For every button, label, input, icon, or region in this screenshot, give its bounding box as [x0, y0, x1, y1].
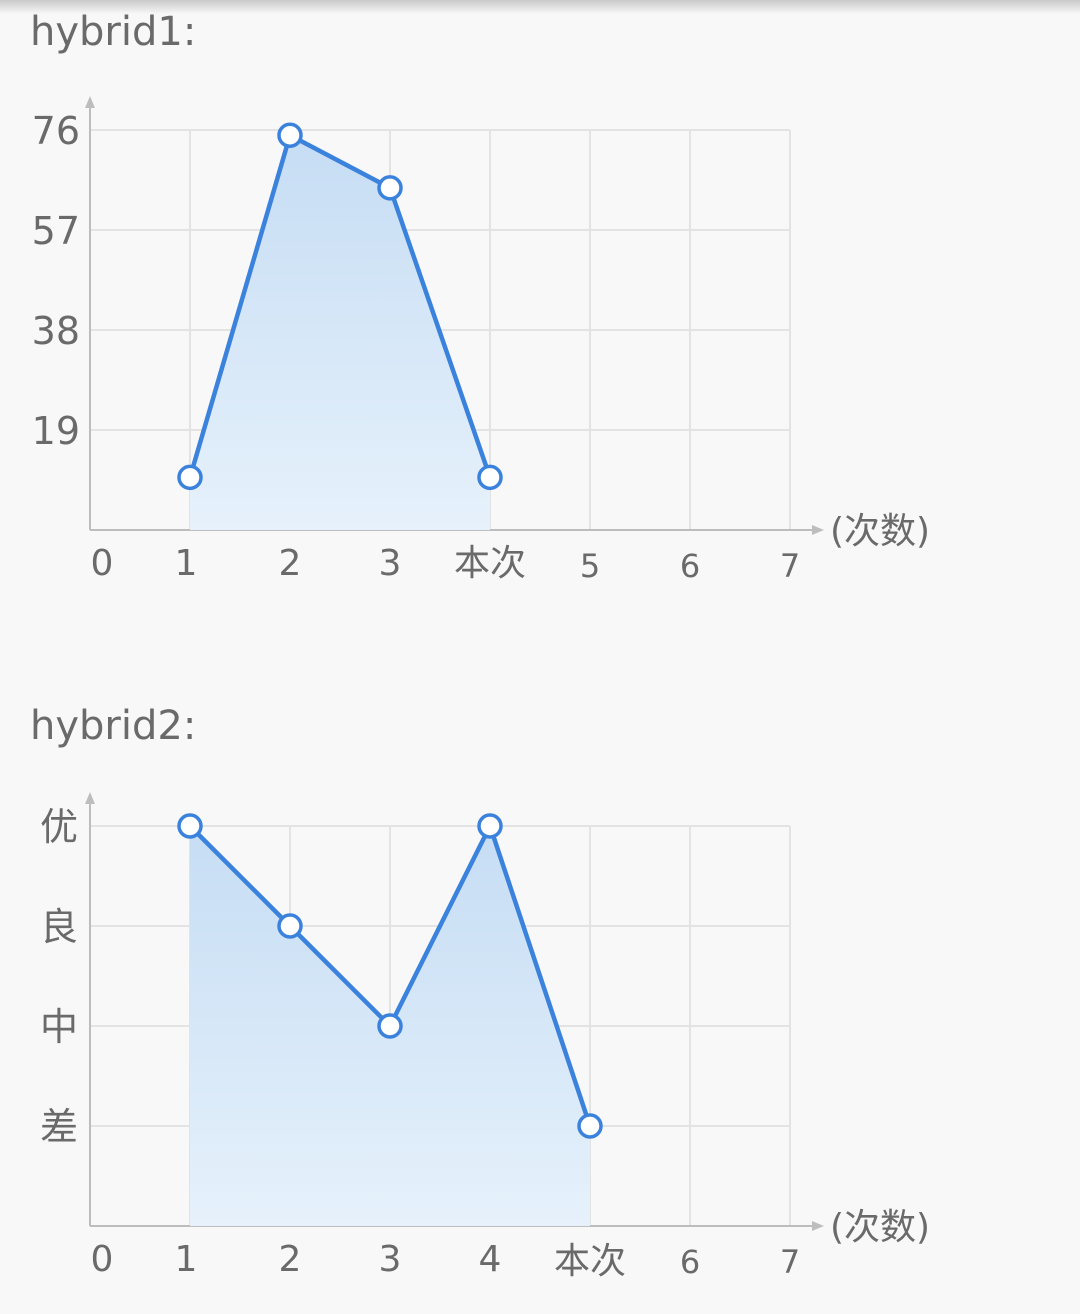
chart1-y-tick-label: 76: [32, 109, 80, 153]
chart1-title: hybrid1:: [30, 9, 197, 55]
chart1-series-area: [190, 135, 490, 530]
chart1-y-axis-arrow: [85, 96, 95, 108]
chart2-data-point: [477, 813, 503, 839]
chart1-data-point: [377, 175, 403, 201]
chart2-data-point: [577, 1113, 603, 1139]
chart2-x-tick-label: 0: [91, 1239, 114, 1280]
chart2-x-tick-label: 6: [680, 1243, 700, 1281]
chart1-y-tick-label: 19: [32, 409, 80, 453]
chart1-x-unit-label: (次数): [830, 511, 930, 552]
chart1-y-tick-label: 57: [32, 209, 80, 253]
chart1-x-tick-label: 本次: [454, 543, 526, 584]
chart2-y-tick-label: 优: [40, 805, 78, 849]
chart1-data-point: [177, 464, 203, 491]
chart2-data-point: [177, 813, 203, 839]
chart1-x-tick-label: 2: [279, 543, 302, 584]
chart1-series-line: [187, 133, 493, 479]
chart2-x-tick-label: 3: [379, 1239, 402, 1280]
chart1-x-tick-label: 3: [379, 543, 402, 584]
chart1-data-point: [477, 464, 503, 491]
chart2-hybrid2: (次数) 差 中 良 优 0 1 2 3 4 本次 6 7: [40, 792, 930, 1282]
chart2-x-unit-label: (次数): [830, 1207, 930, 1248]
chart1-y-tick-label: 38: [32, 309, 80, 353]
chart1-x-tick-label: 5: [580, 547, 600, 585]
chart2-x-tick-label: 2: [279, 1239, 302, 1280]
chart2-y-axis-arrow: [85, 792, 95, 804]
chart1-data-point: [277, 122, 303, 149]
chart1-x-tick-label: 7: [780, 547, 800, 585]
chart2-x-tick-label: 7: [780, 1243, 800, 1281]
chart2-x-tick-label: 1: [175, 1239, 198, 1280]
chart1-x-tick-label: 0: [91, 543, 114, 584]
chart2-x-tick-label: 本次: [554, 1241, 626, 1282]
chart1-x-tick-label: 1: [175, 543, 198, 584]
chart1-x-axis-arrow: [812, 525, 824, 535]
chart2-y-tick-label: 中: [40, 1005, 78, 1049]
chart1-hybrid1: (次数) 19 38 57 76 0 1 2 3 本次 5 6 7: [32, 96, 930, 585]
chart2-x-axis-arrow: [812, 1221, 824, 1231]
chart2-x-tick-label: 4: [479, 1239, 502, 1280]
chart1-x-tick-label: 6: [680, 547, 700, 585]
top-shadow: [0, 0, 1080, 14]
chart2-title: hybrid2:: [30, 703, 197, 749]
chart2-y-tick-label: 差: [40, 1105, 78, 1149]
chart2-data-point: [277, 913, 303, 939]
chart2-y-tick-label: 良: [40, 905, 78, 949]
chart2-data-point: [377, 1013, 403, 1039]
